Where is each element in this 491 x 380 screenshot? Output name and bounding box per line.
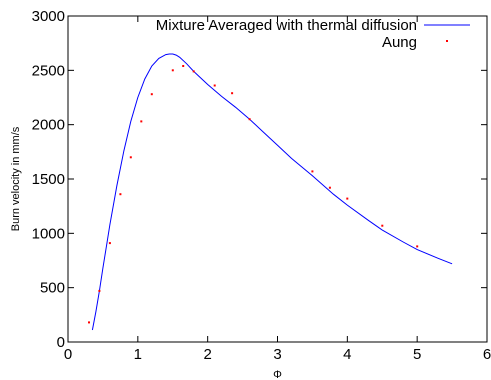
- data-point-aung: [213, 84, 216, 87]
- data-point-aung: [119, 193, 122, 196]
- data-point-aung: [311, 170, 314, 173]
- x-tick-label: 3: [273, 346, 281, 363]
- series-line-model: [91, 53, 453, 331]
- data-point-aung: [150, 93, 153, 96]
- x-tick-label: 4: [343, 346, 351, 363]
- x-tick-label: 2: [203, 346, 211, 363]
- data-point-aung: [416, 245, 419, 248]
- data-point-aung: [346, 197, 349, 200]
- legend-label-model: Mixture Averaged with thermal diffusion: [156, 17, 417, 34]
- data-point-aung: [231, 92, 234, 95]
- legend-swatch-aung: [446, 40, 448, 42]
- data-point-aung: [192, 70, 195, 73]
- x-tick-label: 1: [134, 346, 142, 363]
- plot-area: [67, 15, 488, 343]
- y-tick-label: 1500: [32, 171, 65, 188]
- x-tick-label: 0: [64, 346, 72, 363]
- plot-frame: [67, 15, 488, 343]
- legend: Mixture Averaged with thermal diffusion …: [156, 17, 470, 51]
- data-point-aung: [129, 156, 132, 159]
- data-point-aung: [182, 65, 185, 67]
- y-tick-label: 3000: [32, 8, 65, 25]
- x-tick-label: 6: [483, 346, 491, 363]
- data-point-aung: [171, 69, 174, 72]
- data-point-aung: [108, 242, 111, 245]
- data-point-aung: [328, 186, 331, 189]
- y-tick-label: 0: [57, 334, 65, 351]
- y-axis-label: Burn velocity in mm/s: [10, 126, 22, 231]
- tick-layer: 0 1 2 3 4 5 6 0 500 1000 1500 2000 2500 3000: [32, 8, 491, 363]
- y-tick-label: 1000: [32, 225, 65, 242]
- data-point-aung: [88, 321, 90, 324]
- x-axis-label: Φ: [273, 369, 282, 380]
- y-tick-label: 2000: [32, 117, 65, 134]
- y-tick-label: 2500: [32, 62, 65, 79]
- x-tick-label: 5: [413, 346, 421, 363]
- data-point-aung: [381, 224, 384, 227]
- data-point-aung: [140, 120, 143, 123]
- y-tick-label: 500: [40, 280, 65, 297]
- legend-label-aung: Aung: [382, 34, 417, 51]
- data-point-aung: [248, 118, 251, 121]
- data-point-aung: [98, 289, 101, 292]
- series-layer: [88, 53, 453, 331]
